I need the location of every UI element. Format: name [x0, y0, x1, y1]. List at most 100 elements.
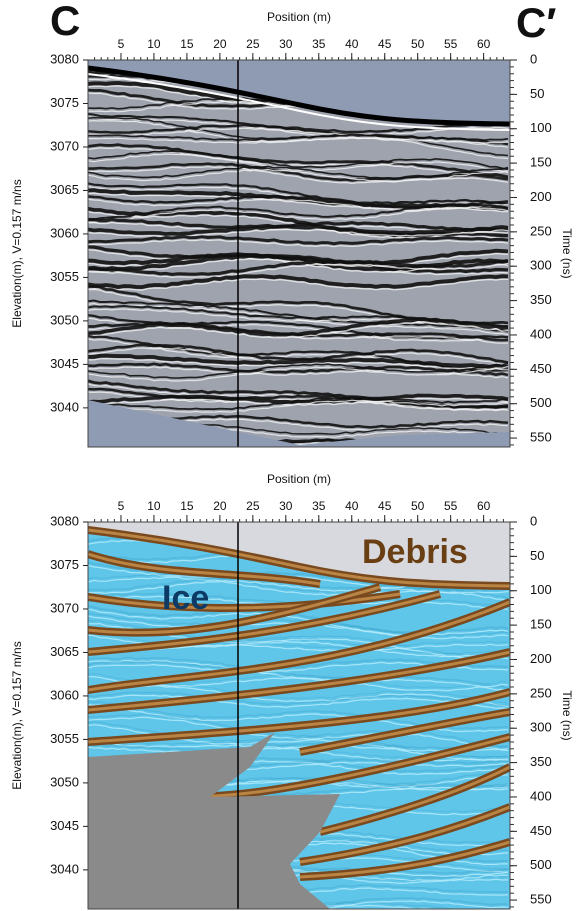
- reflector: [88, 168, 509, 183]
- y-tick-label: 3060: [50, 225, 79, 240]
- x-tick-label: 35: [312, 499, 326, 513]
- x-tick-label: 5: [118, 37, 125, 51]
- reflector: [88, 387, 509, 409]
- x-tick-label: 60: [477, 499, 491, 513]
- reflector: [88, 165, 509, 180]
- reflector: [88, 745, 509, 754]
- surface: [88, 73, 510, 131]
- y-tick-label: 3065: [50, 182, 79, 197]
- reflector: [88, 612, 509, 637]
- reflector: [88, 136, 509, 144]
- reflector: [88, 258, 509, 276]
- section-label: C′: [516, 0, 556, 46]
- plot-area: [88, 60, 510, 474]
- annotation: Ice: [162, 579, 209, 617]
- debris-band: [88, 600, 510, 692]
- reflector: [88, 239, 509, 248]
- x-tick-label: 40: [345, 499, 359, 513]
- y-tick-label: 3080: [50, 513, 79, 528]
- x-tick-label: 25: [246, 37, 260, 51]
- y-tick-label: 3075: [50, 557, 79, 572]
- x-tick-label: 35: [312, 37, 326, 51]
- y-axis-title: Elevation(m), V=0.157 m/ns: [10, 641, 24, 789]
- reflector: [88, 741, 509, 751]
- reflector: [88, 608, 509, 637]
- y2-tick-label: 400: [530, 788, 552, 803]
- air: [88, 522, 510, 586]
- air: [88, 60, 510, 124]
- debris-band: [88, 552, 321, 586]
- reflector: [88, 396, 509, 411]
- y-tick-label: 3050: [50, 312, 79, 327]
- debris-band: [88, 528, 510, 588]
- reflector: [88, 133, 509, 142]
- reflector: [88, 126, 509, 137]
- y2-tick-label: 300: [530, 720, 552, 735]
- y-tick-label: 3040: [50, 861, 79, 876]
- y2-tick-label: 50: [530, 548, 544, 563]
- reflector: [88, 314, 509, 340]
- y2-tick-label: 150: [530, 155, 552, 170]
- y-tick-label: 3070: [50, 600, 79, 615]
- y2-axis-title: Time (ns): [560, 228, 574, 278]
- y2-tick-label: 50: [530, 86, 544, 101]
- debris-band: [299, 840, 510, 879]
- y-tick-label: 3040: [50, 399, 79, 414]
- reflector: [88, 143, 509, 179]
- x-tick-label: 45: [378, 37, 392, 51]
- y-tick-label: 3050: [50, 774, 79, 789]
- x-tick-label: 50: [411, 37, 425, 51]
- reflector: [88, 262, 509, 279]
- y2-tick-label: 0: [530, 51, 537, 66]
- reflector: [88, 399, 509, 413]
- reflector: [88, 685, 509, 707]
- debris-band: [88, 585, 381, 635]
- y-tick-label: 3080: [50, 51, 79, 66]
- annotation: Debris: [362, 533, 468, 571]
- reflector: [88, 362, 509, 377]
- no-data: [88, 400, 510, 447]
- debris-band: [88, 690, 510, 744]
- y2-tick-label: 500: [530, 857, 552, 872]
- y2-tick-label: 400: [530, 326, 552, 341]
- reflector: [88, 217, 509, 232]
- x-tick-label: 25: [246, 499, 260, 513]
- reflector: [88, 357, 509, 371]
- y2-tick-label: 350: [530, 754, 552, 769]
- x-tick-label: 20: [213, 37, 227, 51]
- y-tick-label: 3045: [50, 818, 79, 833]
- reflector: [88, 573, 509, 599]
- reflector: [88, 643, 509, 653]
- y2-axis-title: Time (ns): [560, 690, 574, 740]
- x-tick-label: 60: [477, 37, 491, 51]
- x-tick-label: 10: [147, 499, 161, 513]
- reflector: [88, 248, 509, 272]
- reflector: [88, 278, 509, 291]
- surface: [88, 65, 510, 127]
- reflector: [88, 252, 509, 272]
- y2-tick-label: 500: [530, 395, 552, 410]
- x-tick-label: 20: [213, 499, 227, 513]
- reflector: [88, 694, 509, 710]
- reflector: [88, 456, 508, 474]
- reflector: [88, 362, 509, 379]
- y2-tick-label: 250: [530, 223, 552, 238]
- x-tick-label: 30: [279, 499, 293, 513]
- reflector: [88, 691, 509, 707]
- y-tick-label: 3055: [50, 269, 79, 284]
- y2-tick-label: 450: [530, 823, 552, 838]
- reflector: [88, 713, 509, 749]
- reflector: [88, 206, 509, 224]
- reflector: [88, 153, 509, 173]
- reflector: [88, 365, 509, 382]
- reflector: [88, 119, 509, 160]
- reflector: [88, 366, 509, 379]
- y2-tick-label: 250: [530, 685, 552, 700]
- reflector: [88, 353, 509, 369]
- reflector: [88, 147, 509, 181]
- x-tick-label: 45: [378, 499, 392, 513]
- y2-tick-label: 200: [530, 189, 552, 204]
- x-tick-label: 55: [444, 37, 458, 51]
- reflector: [88, 252, 509, 273]
